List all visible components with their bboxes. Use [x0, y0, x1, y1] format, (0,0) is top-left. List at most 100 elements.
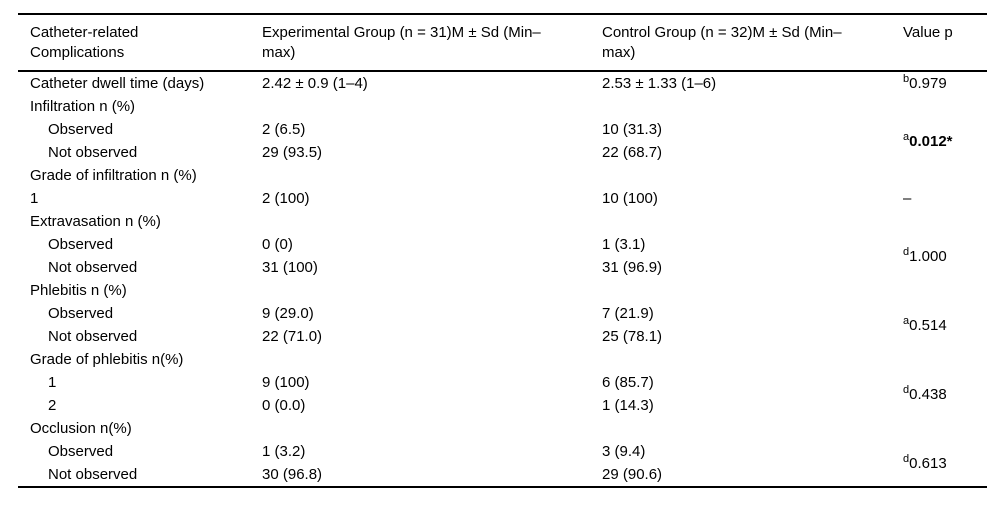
- row-label: Observed: [48, 121, 114, 138]
- experimental-value: 30 (96.8): [262, 466, 323, 483]
- experimental-value: 31 (100): [262, 259, 318, 276]
- header-row: Catheter-related Complications Experimen…: [18, 14, 987, 71]
- table-row: Not observed 29 (93.5) 22 (68.7): [18, 141, 987, 164]
- table-row: Occlusion n(%): [18, 417, 987, 440]
- p-value: d0.613: [903, 440, 987, 487]
- p-value: d0.438: [903, 371, 987, 417]
- table-row: Phlebitis n (%): [18, 279, 987, 302]
- p-value: b0.979: [903, 71, 987, 95]
- row-label: Not observed: [48, 259, 138, 276]
- p-value: d1.000: [903, 233, 987, 279]
- control-value: [602, 417, 903, 440]
- row-label: Not observed: [48, 328, 138, 345]
- p-value: [903, 210, 987, 233]
- table-row: Not observed 31 (100) 31 (96.9): [18, 256, 987, 279]
- control-value: [602, 210, 903, 233]
- experimental-value: [262, 210, 602, 233]
- experimental-value: [262, 417, 602, 440]
- p-superscript: d: [903, 452, 910, 465]
- table-row: Observed 9 (29.0) 7 (21.9) a0.514: [18, 302, 987, 334]
- header-control-group-label: Control Group (n = 32)M ± Sd (Min–max): [602, 24, 842, 61]
- p-superscript: b: [903, 73, 910, 85]
- control-value: 10 (31.3): [602, 121, 663, 138]
- control-value: 7 (21.9): [602, 305, 654, 322]
- row-label: 2: [48, 397, 57, 414]
- table-row: 1 2 (100) 10 (100) –: [18, 187, 987, 210]
- p-value: a0.012*: [903, 118, 987, 164]
- table-container: Catheter-related Complications Experimen…: [18, 13, 987, 488]
- table-row: Infiltration n (%): [18, 95, 987, 118]
- control-value: 22 (68.7): [602, 144, 663, 161]
- experimental-value: 1 (3.2): [262, 443, 306, 460]
- header-complications-label: Catheter-related Complications: [30, 24, 139, 61]
- row-label: Not observed: [48, 144, 138, 161]
- table-body: Catheter dwell time (days) 2.42 ± 0.9 (1…: [18, 71, 987, 487]
- p-number: –: [903, 190, 912, 207]
- row-label: 1: [30, 190, 39, 207]
- control-value: 29 (90.6): [602, 466, 663, 483]
- control-value: 1 (3.1): [602, 236, 646, 253]
- p-number: 0.514: [909, 316, 947, 334]
- control-value: 3 (9.4): [602, 443, 646, 460]
- p-value: [903, 95, 987, 118]
- control-value: [602, 348, 903, 371]
- p-number: 1.000: [909, 247, 947, 265]
- experimental-value: 9 (100): [262, 374, 310, 391]
- experimental-value: [262, 95, 602, 118]
- p-value: a0.514: [903, 302, 987, 348]
- row-label: Observed: [48, 443, 114, 460]
- control-value: [602, 279, 903, 302]
- control-value: 31 (96.9): [602, 259, 663, 276]
- table-row: 2 0 (0.0) 1 (14.3): [18, 394, 987, 417]
- row-label: Observed: [48, 305, 114, 322]
- header-p-value: Value p: [903, 14, 987, 71]
- experimental-value: 2 (6.5): [262, 121, 306, 138]
- table-row: Observed 0 (0) 1 (3.1) d1.000: [18, 233, 987, 265]
- row-label: Phlebitis n (%): [30, 282, 127, 299]
- row-label: 1: [48, 374, 57, 391]
- table-row: 1 9 (100) 6 (85.7) d0.438: [18, 371, 987, 403]
- experimental-value: 22 (71.0): [262, 328, 323, 345]
- control-value: 6 (85.7): [602, 374, 654, 391]
- table-row: Observed 1 (3.2) 3 (9.4) d0.613: [18, 440, 987, 472]
- p-number: 0.979: [909, 75, 947, 92]
- p-superscript: a: [903, 130, 910, 143]
- table-row: Observed 2 (6.5) 10 (31.3) a0.012*: [18, 118, 987, 150]
- control-value: [602, 95, 903, 118]
- row-label: Infiltration n (%): [30, 98, 136, 115]
- experimental-value: 0 (0.0): [262, 397, 306, 414]
- table-header: Catheter-related Complications Experimen…: [18, 14, 987, 71]
- table-row: Catheter dwell time (days) 2.42 ± 0.9 (1…: [18, 71, 987, 95]
- row-label: Extravasation n (%): [30, 213, 161, 230]
- row-label: Not observed: [48, 466, 138, 483]
- experimental-value: [262, 164, 602, 187]
- experimental-value: 9 (29.0): [262, 305, 314, 322]
- p-superscript: d: [903, 245, 910, 258]
- experimental-value: 2.42 ± 0.9 (1–4): [262, 75, 368, 92]
- control-value: 1 (14.3): [602, 397, 654, 414]
- row-label: Grade of infiltration n (%): [30, 167, 197, 184]
- table-row: Grade of infiltration n (%): [18, 164, 987, 187]
- experimental-value: 2 (100): [262, 190, 310, 207]
- table-row: Not observed 22 (71.0) 25 (78.1): [18, 325, 987, 348]
- header-experimental-group-label: Experimental Group (n = 31)M ± Sd (Min–m…: [262, 24, 541, 61]
- table-row: Extravasation n (%): [18, 210, 987, 233]
- p-value: [903, 348, 987, 371]
- p-number: 0.012*: [909, 132, 953, 150]
- row-label: Grade of phlebitis n(%): [30, 351, 184, 368]
- p-value: –: [903, 187, 987, 210]
- control-value: 10 (100): [602, 190, 658, 207]
- control-value: 25 (78.1): [602, 328, 663, 345]
- complications-table: Catheter-related Complications Experimen…: [18, 13, 987, 488]
- p-value: [903, 417, 987, 440]
- row-label: Catheter dwell time (days): [30, 75, 205, 92]
- table-row: Grade of phlebitis n(%): [18, 348, 987, 371]
- p-number: 0.613: [909, 454, 947, 472]
- header-p-value-label: Value p: [903, 24, 953, 41]
- p-superscript: a: [903, 314, 910, 327]
- header-experimental-group: Experimental Group (n = 31)M ± Sd (Min–m…: [262, 14, 602, 71]
- row-label: Observed: [48, 236, 114, 253]
- p-superscript: d: [903, 383, 910, 396]
- experimental-value: [262, 348, 602, 371]
